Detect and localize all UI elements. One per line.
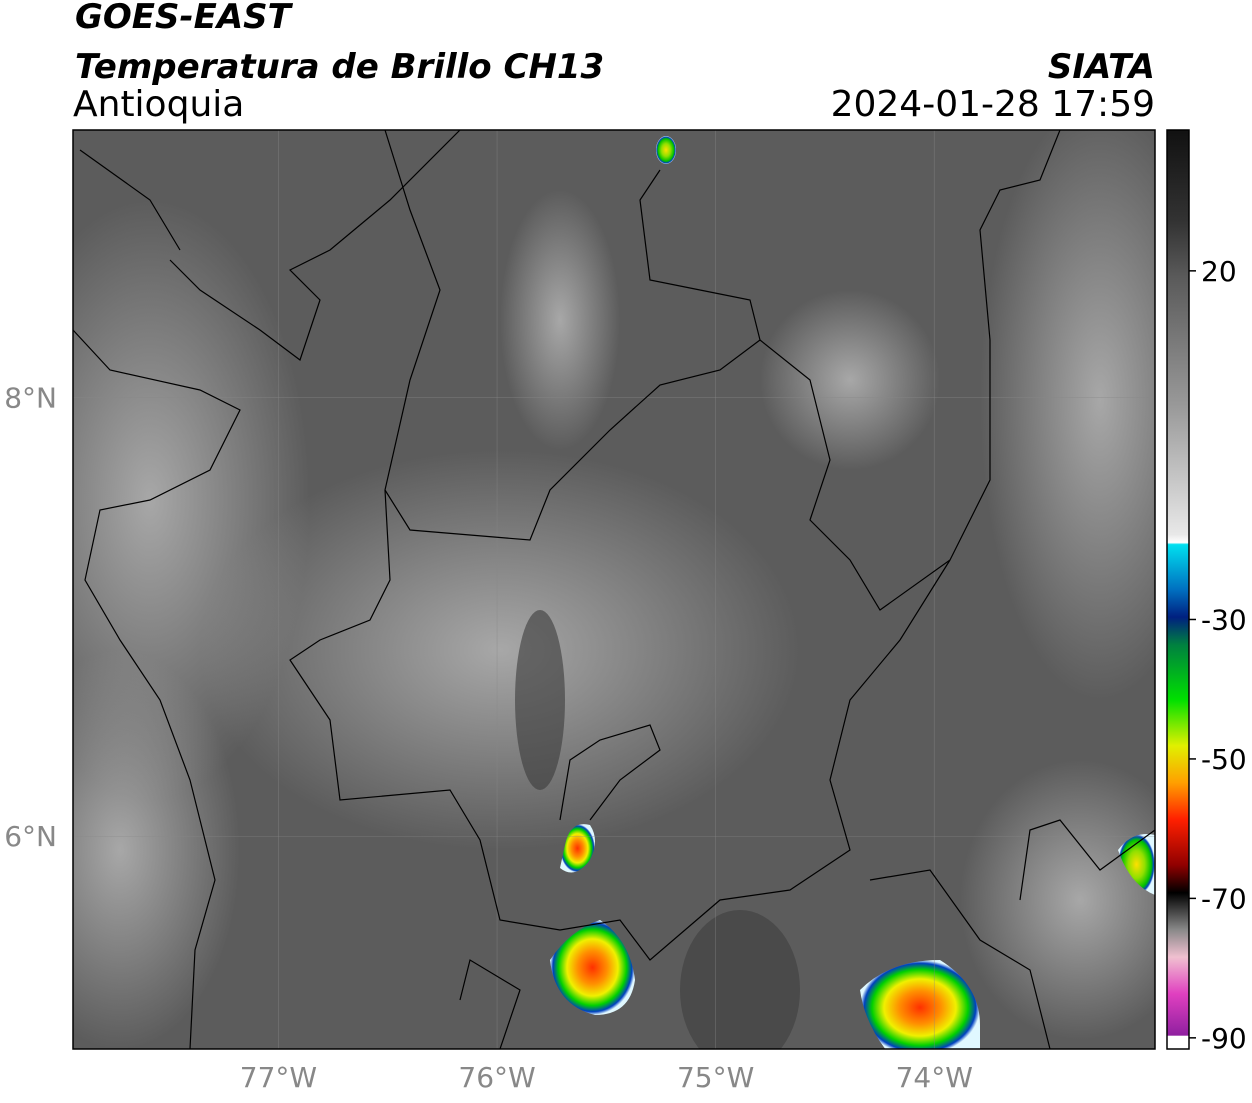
coastline [73,329,241,1049]
admin-border [869,869,1051,1049]
tick-labels: 77°W 76°W 75°W 74°W 8°N 6°N 20 -30 -50 -70 -90 [4,255,1247,1094]
colorbar [1166,129,1190,1050]
coastline [169,130,461,361]
coastline [79,149,181,251]
agency-label: SIATA [1048,47,1155,87]
lon-tick-label: 76°W [458,1061,535,1094]
colorbar-tick-label: -70 [1201,882,1247,915]
map-frame [72,129,1156,1050]
product-title: Temperatura de Brillo CH13 [75,47,604,87]
admin-border [559,724,661,821]
satellite-title: GOES-EAST [75,0,294,37]
lat-tick-label: 8°N [4,382,57,415]
colorbar-tick-label: -50 [1201,743,1247,776]
map-image [73,130,1155,1049]
lon-tick-label: 74°W [896,1061,973,1094]
graticule [73,130,1155,1049]
cloud [73,650,240,1049]
colorbar-tick-label: -30 [1201,603,1247,636]
admin-border [459,959,521,1049]
storm-cell [1118,834,1155,895]
cloud [980,130,1155,700]
admin-border [1019,819,1155,901]
admin-border [289,489,951,961]
storm-cell [860,960,980,1049]
warm-area [515,610,565,790]
cloud [500,190,620,450]
cloud [200,450,800,850]
region-label: Antioquia [73,84,244,125]
lon-tick-label: 75°W [677,1061,754,1094]
timestamp-label: 2024-01-28 17:59 [831,84,1155,125]
warm-area [680,910,800,1049]
lat-tick-label: 6°N [4,820,57,853]
storm-cell [550,920,635,1015]
lon-tick-label: 77°W [240,1061,317,1094]
cloud [960,760,1155,1040]
colorbar-tick-label: -90 [1201,1022,1247,1055]
storm-cell [656,136,676,164]
admin-border [384,130,761,541]
colorbar-tick-label: 20 [1201,255,1237,288]
cloud [760,290,940,470]
